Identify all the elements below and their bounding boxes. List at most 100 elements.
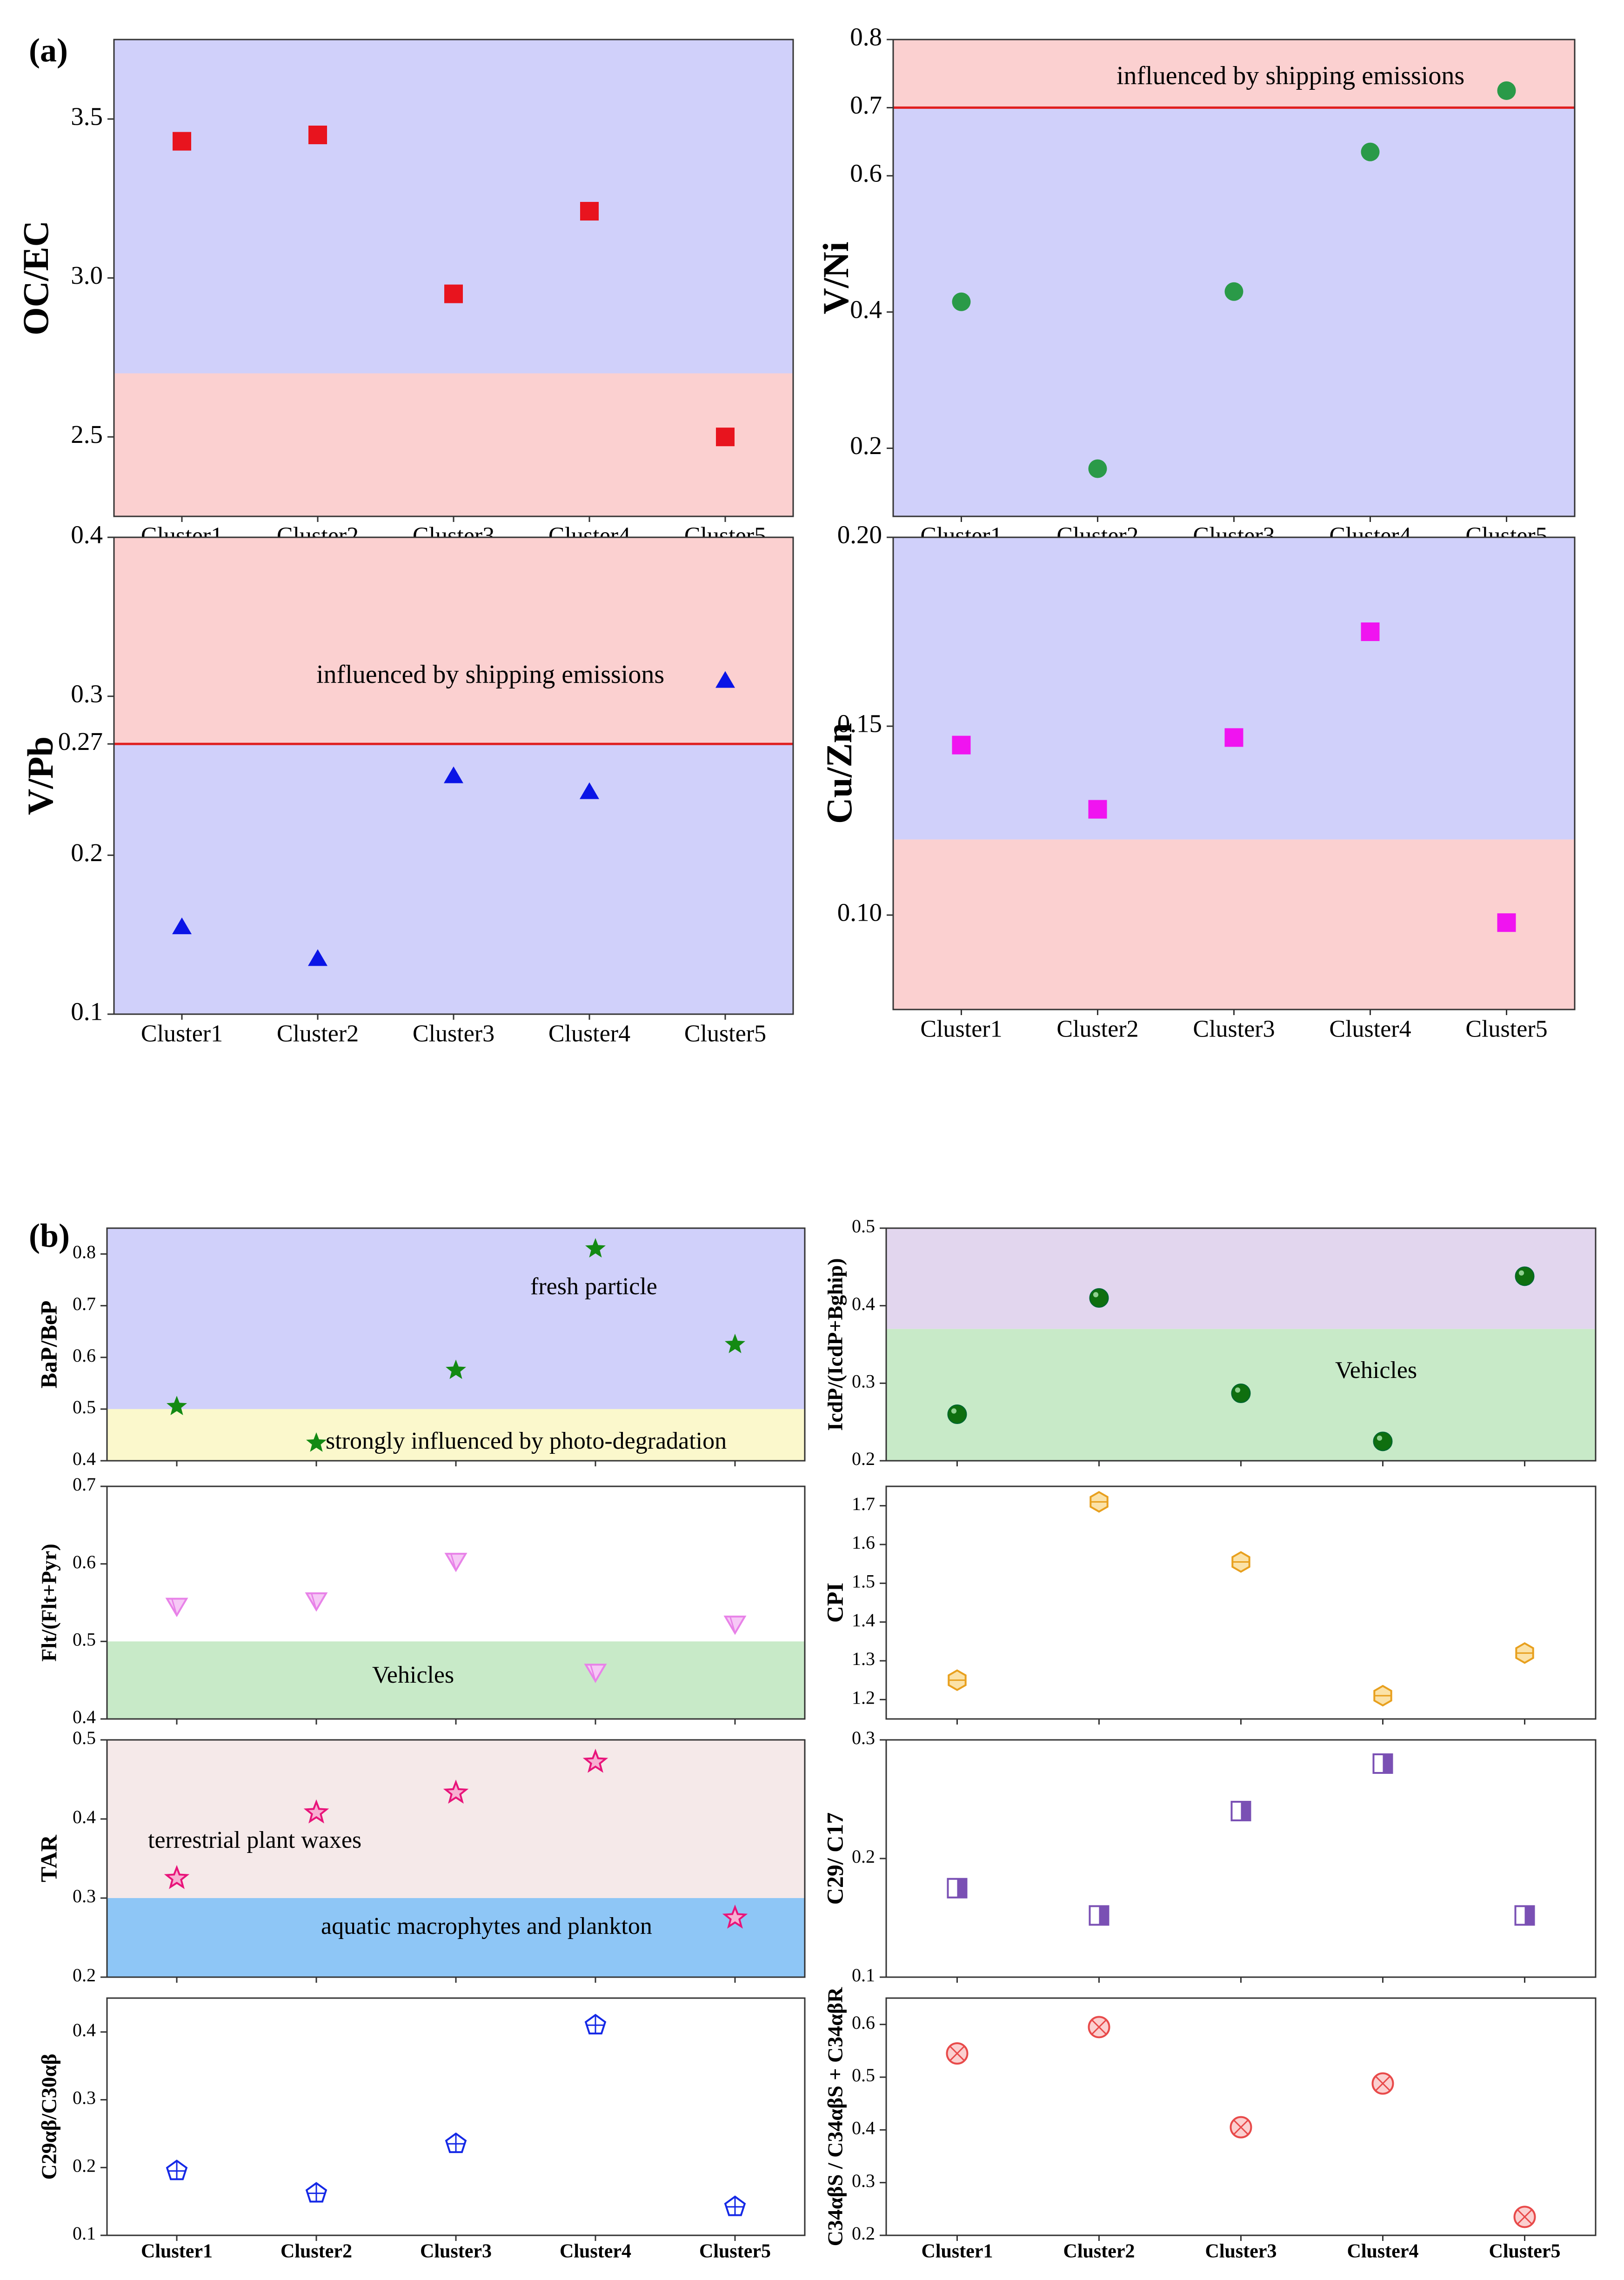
data-point-c29_c30 [584,2013,607,2035]
data-point-oc_ec [444,284,463,303]
data-point-bap_bep [585,1238,606,1258]
y-tick-label: 0.8 [73,1242,96,1263]
y-axis-label: C29/ C17 [822,1812,848,1905]
region-0 [114,40,793,374]
data-point-flt-detail [450,1553,457,1571]
y-tick-label: 3.5 [71,102,103,130]
data-point-icdp-highlight [1377,1435,1383,1441]
y-tick-label: 1.7 [852,1493,875,1514]
data-point-v_ni [1224,282,1243,301]
data-point-flt [165,1598,188,1618]
data-point-c29_c30 [445,2132,467,2153]
y-tick-label: 0.1 [71,997,103,1026]
annotation-label: terrestrial plant waxes [148,1827,361,1853]
y-tick-label: 0.3 [852,2170,875,2191]
y-tick-label: 0.2 [71,838,103,867]
y-tick-label: 0.1 [852,1965,875,1986]
y-tick-label: 0.27 [58,727,103,756]
data-point-tar [722,1904,748,1929]
x-tick-label: Cluster4 [1347,2240,1419,2262]
y-tick-label: 2.5 [71,420,103,448]
y-tick-label: 0.5 [852,1216,875,1237]
annotation-label: strongly influenced by photo-degradation [326,1428,727,1454]
y-tick-label: 0.2 [852,2223,875,2244]
y-axis-label: BaP/BeP [35,1301,61,1389]
y-tick-label: 0.3 [71,679,103,708]
data-point-v_ni [1088,459,1107,478]
x-tick-label: Cluster4 [548,1021,630,1047]
data-point-icdp [1231,1384,1251,1403]
data-point-c34-detail2 [1233,2120,1249,2135]
annotation-label: Vehicles [372,1662,454,1688]
data-point-c29_c17-fill [1524,1906,1534,1925]
y-tick-label: 0.3 [73,2087,96,2108]
y-axis-label: CPI [822,1583,848,1623]
data-point-icdp-highlight [1518,1270,1524,1276]
data-point-icdp-highlight [1235,1387,1241,1393]
x-tick-label: Cluster4 [1329,1016,1411,1043]
annotation-label: fresh particle [530,1273,657,1300]
data-point-c29_c17-fill [1383,1754,1392,1773]
region-1 [107,1898,805,1977]
chart-tar: 0.2 0.3 0.4 0.5 TAR terrestrial plant waxes aq… [35,1727,806,1986]
data-point-oc_ec [716,428,735,447]
data-point-c34-detail2 [1375,2076,1390,2092]
y-tick-label: 0.1 [73,2223,96,2244]
region-1 [114,373,793,516]
y-tick-label: 0.6 [850,159,882,187]
y-tick-label: 0.10 [837,898,882,927]
x-tick-label: Cluster5 [1489,2240,1561,2262]
data-point-icdp [947,1404,967,1424]
y-tick-label: 0.6 [852,2012,875,2033]
data-point-c34-detail2 [1091,2019,1107,2035]
y-tick-label: 0.15 [837,709,882,738]
region-0 [886,1228,1596,1329]
y-tick-label: 0.8 [850,23,882,51]
region-1 [893,839,1575,1010]
data-point-v_pb [172,917,192,935]
annotation-star-icon [306,1432,327,1452]
chart-cpi: 1.2 1.3 1.4 1.5 1.6 1.7 CPI [822,1485,1597,1725]
x-tick-label: Cluster2 [1056,1016,1138,1043]
data-point-flt [444,1552,468,1572]
y-tick-label: 0.5 [73,1727,96,1748]
y-tick-label: 3.0 [71,261,103,289]
y-tick-label: 1.4 [852,1610,875,1631]
y-tick-label: 1.3 [852,1648,875,1669]
data-point-c29_c30 [724,2195,746,2216]
y-tick-label: 0.6 [73,1345,96,1366]
x-tick-label: Cluster5 [684,1021,766,1047]
y-tick-label: 0.7 [73,1293,96,1314]
y-tick-label: 0.4 [73,1806,96,1827]
region-0 [893,107,1575,516]
y-tick-label: 0.4 [850,295,882,323]
region-0 [107,1641,805,1719]
data-point-c29_c30 [166,2160,188,2180]
y-tick-label: 1.5 [852,1571,875,1592]
chart-bap_bep: 0.4 0.5 0.6 0.7 0.8 BaP/BeP fresh particle stro… [35,1227,806,1469]
data-point-v_ni [1361,142,1380,161]
data-point-cu_zn [1088,800,1107,819]
charts-layer: 2.5 3.0 3.5 OC/EC Cluster1 Cluster2 Cluster3 Cl… [15,23,1597,2262]
y-tick-label: 0.7 [73,1474,96,1495]
x-tick-label: Cluster3 [420,2240,492,2262]
data-point-bap_bep [725,1333,745,1353]
x-tick-label: Cluster1 [920,1016,1002,1043]
y-axis-label: Flt/(Flt+Pyr) [37,1544,61,1662]
x-tick-label: Cluster3 [1205,2240,1277,2262]
data-point-flt-detail [311,1593,317,1610]
data-point-cu_zn [952,735,971,755]
region-1 [107,1409,805,1461]
y-tick-label: 0.5 [852,2065,875,2086]
y-tick-label: 0.3 [73,1886,96,1906]
chart-cu_zn: 0.10 0.15 0.20 Cu/Zn Cluster1 Cluster2 Cluster… [819,521,1576,1043]
region-0 [114,744,793,1014]
data-point-v_pb [580,782,599,799]
y-axis-label: TAR [35,1834,61,1882]
y-axis-label: IcdP/(IcdP+Bghip) [823,1258,847,1431]
data-point-tar [443,1779,469,1804]
